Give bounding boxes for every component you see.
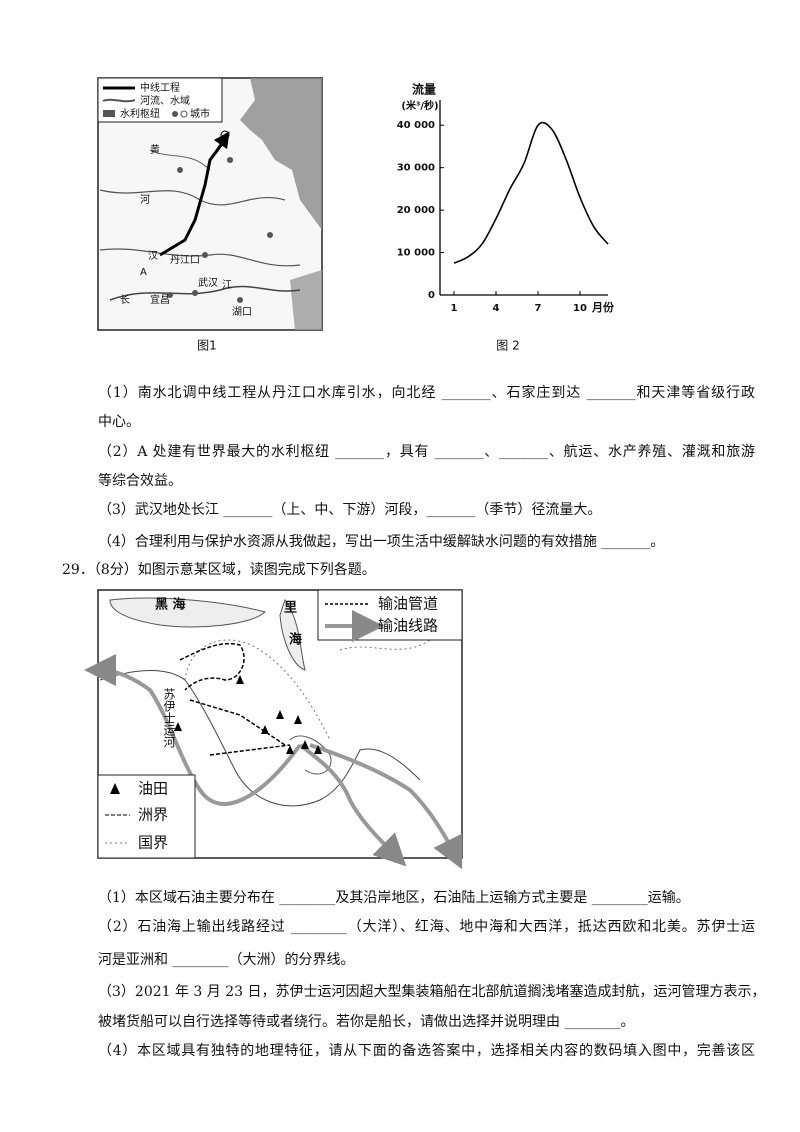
map-label: 里 (284, 601, 297, 616)
map-middle-east (84, 589, 463, 870)
axis-title: 流量 (412, 82, 436, 97)
map-label: 武汉 (198, 276, 218, 289)
x-tick-label: 1 (451, 303, 458, 314)
text-line: （1）南水北调中线工程从丹江口水库引水，向北经 _______、石家庄到达 __… (98, 385, 755, 401)
map-label: 湖口 (232, 306, 252, 318)
map-label: A (140, 267, 147, 278)
text-line: 等综合效益。 (98, 473, 182, 489)
text-line: 被堵货船可以自行选择等待或者绕行。若你是船长，请做出选择并说明理由 ______… (98, 1014, 635, 1030)
map-legend: 洲界 (138, 806, 168, 824)
text-line: （4）合理利用与保护水资源从我做起，写出一项生活中缓解缺水问题的有效措施 ___… (98, 534, 665, 550)
figure-caption: 图1 (197, 339, 217, 353)
x-tick-label: 7 (535, 303, 542, 314)
map-label: 黄 (150, 143, 160, 156)
y-tick-label: 40 000 (397, 120, 435, 131)
map-label: 苏伊士运河 (162, 688, 176, 748)
axis-title: 月份 (591, 300, 615, 314)
y-tick-label: 30 000 (397, 163, 435, 174)
map-legend: 城市 (190, 107, 210, 120)
text-line: 中心。 (98, 414, 140, 430)
y-tick-label: 10 000 (397, 248, 435, 259)
map-label: 河 (140, 194, 150, 206)
text-line: （4）本区域具有独特的地理特征，请从下面的备选答案中，选择相关内容的数码填入图中… (98, 1043, 755, 1059)
map-legend: 油田 (138, 780, 168, 798)
figure-caption: 图 2 (496, 339, 519, 353)
x-tick-label: 10 (573, 303, 587, 314)
map-legend: 中线工程 (140, 81, 180, 94)
map-legend: 水利枢纽 (120, 107, 160, 120)
text-line: （3）2021 年 3 月 23 日，苏伊士运河因超大型集装箱船在北部航道搁浅堵… (98, 984, 766, 1000)
y-tick-label: 0 (428, 290, 435, 301)
flow-curve (453, 121, 609, 264)
x-tick-label: 4 (493, 303, 500, 314)
map-label: 汉 (148, 250, 158, 262)
map-label: 江 (222, 279, 232, 291)
map-label: 黑 海 (155, 597, 186, 613)
text-line: 河是亚洲和 ________（大洲）的分界线。 (98, 952, 355, 968)
map-china (97, 77, 323, 331)
map-label: 宜昌 (150, 293, 170, 306)
map-label: 丹江口 (170, 254, 200, 266)
map-legend: 输油管道 (378, 595, 438, 613)
map-legend: 河流、水域 (140, 94, 190, 107)
map-legend: 输油线路 (378, 617, 438, 635)
text-line: （2）A 处建有世界最大的水利枢纽 _______，具有 _______、___… (98, 444, 755, 460)
map-legend: 国界 (138, 834, 168, 852)
text-line: （2）石油海上输出线路经过 ________（大洋）、红海、地中海和大西洋，抵达… (98, 919, 755, 935)
map-label: 海 (289, 632, 302, 648)
text-line: （1）本区域石油主要分布在 ________及其沿岸地区，石油陆上运输方式主要是… (98, 890, 690, 906)
text-line: （3）武汉地处长江 _______（上、中、下游）河段，_______（季节）径… (98, 502, 602, 518)
map-label: 长 (120, 294, 130, 306)
question-heading: 29．（8分）如图示意某区域，读图完成下列各题。 (62, 562, 376, 578)
axis-unit: (米³/秒) (401, 99, 438, 112)
y-tick-label: 20 000 (397, 205, 435, 216)
